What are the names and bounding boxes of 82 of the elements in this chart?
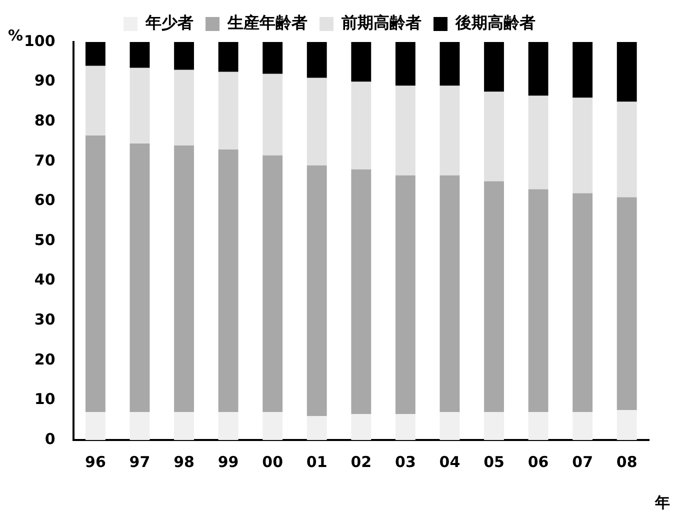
legend-label: 後期高齢者 (454, 13, 536, 32)
y-tick-label: 30 (34, 310, 56, 328)
bar (484, 412, 504, 440)
bar (440, 42, 460, 86)
bar (440, 412, 460, 440)
y-tick-label: 0 (44, 430, 56, 448)
bar (306, 78, 327, 166)
bar (395, 42, 416, 86)
bar (262, 412, 283, 440)
x-tick-label: 05 (484, 452, 504, 471)
x-tick-label: 98 (174, 452, 194, 471)
bar (218, 412, 238, 440)
legend-label: 生産年齢者 (226, 13, 308, 32)
x-tick-label: 07 (572, 452, 594, 471)
bar (484, 42, 504, 92)
x-tick-label: 01 (306, 452, 328, 471)
y-tick-label: 40 (34, 270, 56, 289)
x-tick-label: 96 (85, 452, 106, 471)
bar (130, 412, 150, 440)
bar (616, 42, 637, 102)
x-tick-label: 97 (129, 452, 150, 471)
x-axis-title: 年 (654, 493, 670, 512)
bar (528, 42, 548, 96)
bar (85, 66, 106, 136)
legend-label: 前期高齢者 (340, 13, 422, 32)
bar (262, 42, 283, 74)
bar (130, 143, 150, 412)
bar (351, 82, 372, 170)
bar (572, 42, 593, 98)
bar (218, 149, 238, 412)
bar (85, 412, 106, 440)
bar (85, 136, 106, 412)
bar (484, 181, 504, 412)
bar (85, 42, 106, 66)
x-tick-label: 02 (350, 452, 372, 471)
bar (528, 189, 548, 412)
bar (351, 414, 372, 440)
bar (174, 145, 194, 412)
y-tick-label: 90 (34, 72, 56, 90)
y-tick-label: 80 (34, 111, 56, 130)
bar (616, 102, 637, 198)
bar (262, 155, 283, 412)
bar (306, 165, 327, 416)
bar (262, 74, 283, 156)
bar (616, 197, 637, 410)
bar (440, 86, 460, 176)
bar (395, 414, 416, 440)
bar (351, 42, 372, 82)
y-axis-title: % (8, 26, 24, 44)
bar (572, 193, 593, 412)
y-tick-label: 20 (34, 350, 56, 368)
bar (395, 86, 416, 176)
legend-label: 年少者 (144, 13, 194, 32)
bar (572, 412, 593, 440)
bar (218, 72, 238, 150)
bar (130, 68, 150, 144)
bar (440, 175, 460, 412)
x-tick-label: 99 (218, 452, 239, 471)
x-tick-label: 04 (439, 452, 460, 471)
x-tick-label: 08 (616, 452, 638, 471)
bar (351, 169, 372, 414)
bar (528, 412, 548, 440)
y-tick-label: 100 (24, 32, 56, 50)
bar (306, 42, 327, 78)
y-tick-label: 50 (34, 230, 56, 249)
y-tick-label: 70 (34, 151, 56, 170)
bar (484, 92, 504, 182)
x-tick-label: 06 (528, 452, 549, 471)
x-tick-label: 03 (395, 452, 416, 471)
bar (218, 42, 238, 72)
bar (174, 412, 194, 440)
bar (174, 70, 194, 146)
y-tick-label: 10 (34, 390, 56, 408)
bar (130, 42, 150, 68)
y-tick-label: 60 (34, 191, 56, 210)
bar (306, 416, 327, 440)
bar (395, 175, 416, 414)
bar (174, 42, 194, 70)
bar (616, 410, 637, 440)
bar (528, 96, 548, 190)
x-tick-label: 00 (262, 452, 284, 471)
bar (572, 98, 593, 194)
